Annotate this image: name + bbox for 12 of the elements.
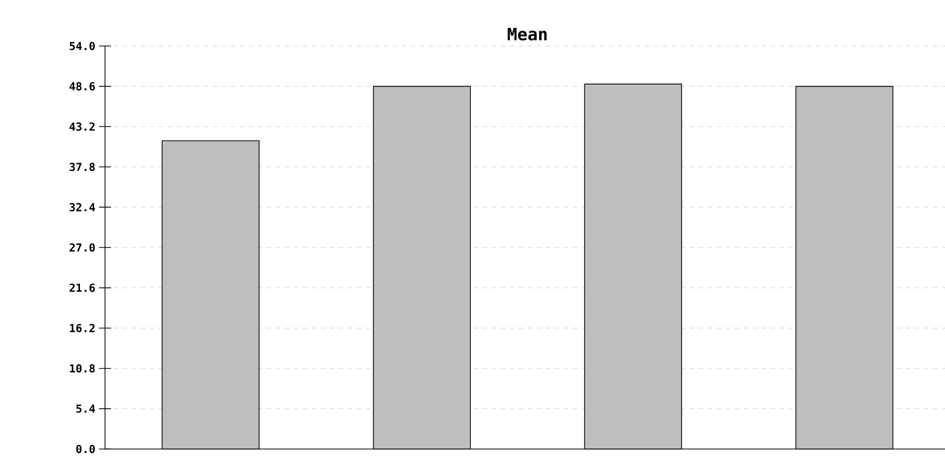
y-tick-label: 10.8 — [70, 364, 95, 373]
y-tick-label: 54.0 — [70, 42, 95, 50]
y-tick-label: 48.6 — [70, 82, 95, 90]
y-tick-label: 16.2 — [70, 324, 95, 332]
y-tick-label: 43.2 — [70, 122, 95, 131]
y-tick-label: 0.0 — [76, 444, 95, 454]
y-tick-label: 21.6 — [70, 284, 95, 292]
y-tick-label: 27.0 — [70, 243, 95, 252]
y-tick-label: 32.4 — [70, 203, 95, 212]
y-tick-label: 5.4 — [76, 404, 95, 413]
chart-title: Mean — [508, 28, 547, 40]
y-tick-label: 37.8 — [70, 162, 95, 172]
